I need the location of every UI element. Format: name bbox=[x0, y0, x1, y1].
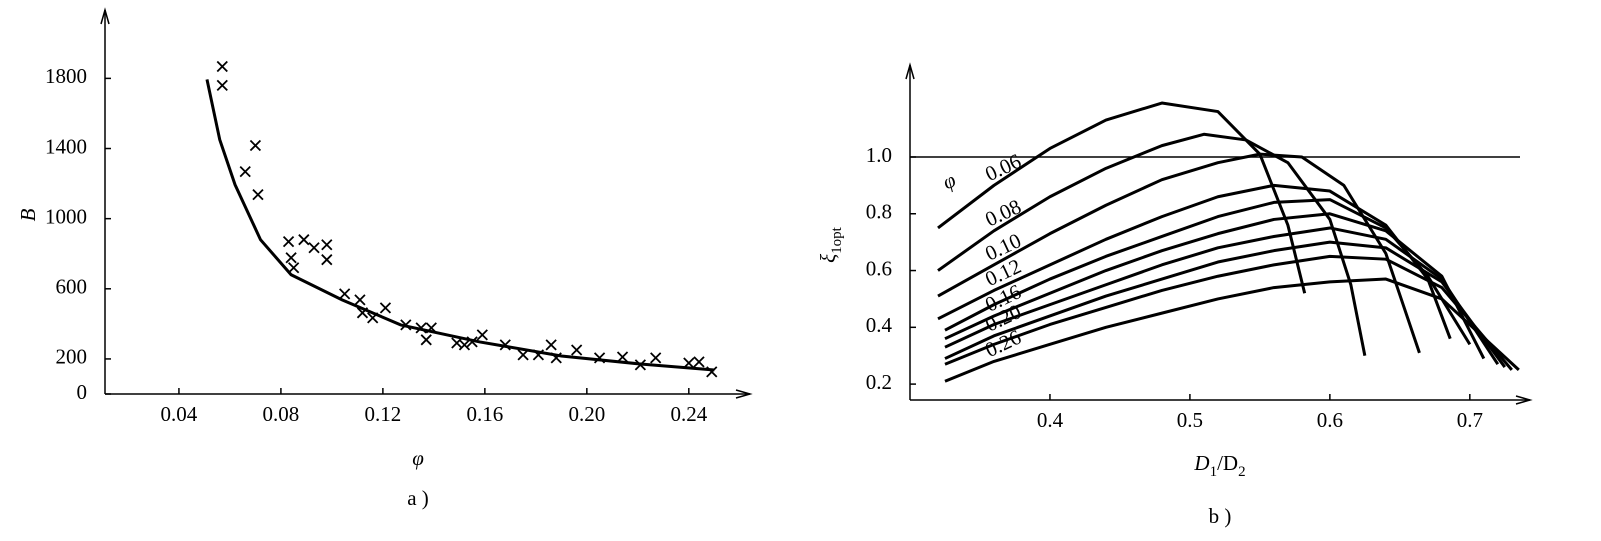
point bbox=[282, 235, 295, 248]
point bbox=[517, 349, 529, 361]
point bbox=[466, 336, 478, 348]
point bbox=[288, 262, 300, 274]
x-tick-label: 0.20 bbox=[568, 402, 605, 426]
x-tick-label: 0.5 bbox=[1177, 408, 1203, 432]
fit-curve bbox=[205, 79, 715, 372]
x-arrow bbox=[735, 389, 753, 399]
y-tick-label: 200 bbox=[56, 345, 88, 369]
point bbox=[550, 352, 562, 364]
y-tick-label: 0.4 bbox=[866, 313, 893, 337]
caption: a ) bbox=[407, 486, 429, 510]
y-tick-label: 0.8 bbox=[866, 200, 892, 224]
x-tick-label: 0.24 bbox=[670, 402, 707, 426]
y-tick-label: 600 bbox=[56, 275, 88, 299]
x-tick-label: 0.4 bbox=[1037, 408, 1064, 432]
point bbox=[339, 288, 351, 300]
curve bbox=[944, 254, 1513, 371]
y-arrow bbox=[100, 7, 110, 25]
x-axis-label-part: /D bbox=[1217, 451, 1238, 475]
point bbox=[354, 294, 366, 306]
curve bbox=[944, 277, 1520, 383]
point bbox=[532, 349, 545, 361]
point bbox=[425, 322, 437, 334]
point bbox=[356, 307, 369, 319]
x-axis-label-part: 1 bbox=[1210, 464, 1218, 480]
x-axis-label: φ bbox=[412, 446, 424, 470]
point bbox=[545, 339, 557, 351]
point bbox=[285, 252, 297, 264]
x-tick-label: 0.6 bbox=[1317, 408, 1343, 432]
y-tick-label: 1000 bbox=[45, 204, 87, 228]
x-tick-label: 0.7 bbox=[1457, 408, 1483, 432]
point bbox=[216, 79, 228, 92]
curve-label: 0.08 bbox=[981, 194, 1024, 231]
point bbox=[571, 344, 583, 356]
point bbox=[321, 239, 333, 251]
y-arrow bbox=[905, 62, 915, 80]
point bbox=[298, 234, 310, 246]
y-tick-label: 0 bbox=[77, 380, 88, 404]
y-axis-label: B bbox=[16, 208, 40, 221]
point bbox=[458, 339, 471, 351]
y-axis-label-part: ξ bbox=[816, 254, 840, 263]
curve bbox=[944, 212, 1486, 360]
caption: b ) bbox=[1209, 504, 1232, 528]
y-tick-label: 0.6 bbox=[866, 256, 892, 280]
y-tick-label: 1400 bbox=[45, 134, 87, 158]
point bbox=[634, 359, 647, 371]
curve bbox=[944, 226, 1500, 366]
x-tick-label: 0.08 bbox=[263, 402, 300, 426]
point bbox=[650, 352, 662, 364]
x-tick-label: 0.12 bbox=[365, 402, 402, 426]
point bbox=[499, 339, 511, 351]
point bbox=[252, 188, 264, 201]
y-tick-label: 1.0 bbox=[866, 143, 892, 167]
annotation: φ bbox=[939, 167, 960, 194]
point bbox=[216, 60, 228, 73]
y-axis-label: ξ1opt bbox=[816, 226, 846, 263]
x-tick-label: 0.04 bbox=[161, 402, 198, 426]
point bbox=[593, 352, 606, 364]
point bbox=[400, 319, 412, 331]
point bbox=[683, 357, 695, 369]
y-tick-label: 0.2 bbox=[866, 370, 892, 394]
point bbox=[308, 242, 320, 254]
point bbox=[420, 334, 432, 346]
curve bbox=[944, 240, 1507, 368]
x-axis-label-part: 2 bbox=[1238, 464, 1246, 480]
point bbox=[693, 356, 705, 368]
curve-label: 0.06 bbox=[981, 149, 1024, 186]
point bbox=[451, 337, 463, 349]
x-arrow bbox=[1515, 395, 1533, 405]
x-axis-label-part: D bbox=[1193, 451, 1209, 475]
y-axis-label-part: 1opt bbox=[829, 226, 845, 254]
point bbox=[249, 139, 262, 152]
point bbox=[321, 254, 333, 266]
point bbox=[415, 322, 427, 334]
point bbox=[379, 302, 392, 314]
point bbox=[706, 366, 718, 378]
curve bbox=[937, 132, 1367, 357]
x-axis-label: D1/D2 bbox=[1193, 451, 1245, 481]
point bbox=[476, 329, 488, 341]
point bbox=[367, 312, 379, 324]
point bbox=[616, 351, 629, 363]
y-tick-label: 1800 bbox=[45, 64, 87, 88]
point bbox=[239, 166, 251, 178]
x-tick-label: 0.16 bbox=[466, 402, 503, 426]
